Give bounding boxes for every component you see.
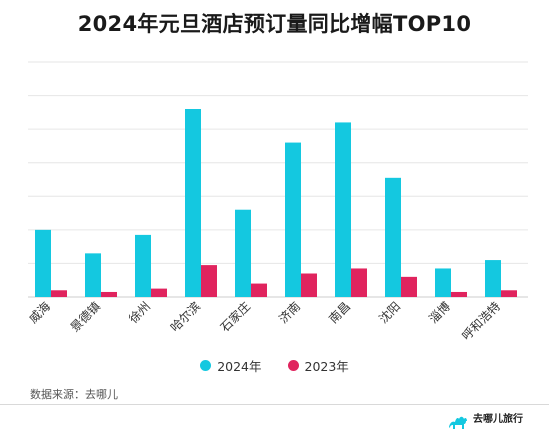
legend-marker-2024 — [200, 360, 212, 371]
bar-2024-7 — [385, 177, 401, 297]
bar-2024-9 — [485, 260, 501, 297]
bars — [35, 109, 517, 297]
bar-2024-4 — [235, 209, 251, 297]
category-label: 沈阳 — [376, 299, 404, 327]
bar-2024-5 — [285, 142, 301, 297]
legend-label-2023: 2023年 — [304, 359, 349, 374]
legend-item-2024: 2024年 — [200, 356, 262, 375]
logo-sub — [473, 425, 523, 431]
category-labels: 威海 景德镇 徐州 哈尔滨 石家庄 济南 南昌 沈阳 淄博 呼和浩特 — [26, 299, 504, 344]
category-label: 济南 — [276, 299, 304, 327]
bar-2023-2 — [151, 288, 167, 297]
bar-2023-7 — [401, 276, 417, 297]
category-label: 哈尔滨 — [167, 299, 203, 335]
bar-2024-2 — [135, 234, 151, 297]
category-label: 景德镇 — [67, 299, 103, 335]
legend-marker-2023 — [287, 360, 299, 371]
category-label: 淄博 — [426, 299, 454, 327]
bar-2023-5 — [301, 273, 317, 297]
legend: 2024年 2023年 — [0, 356, 549, 375]
category-label: 徐州 — [126, 299, 154, 327]
bar-2023-4 — [251, 283, 267, 297]
logo-name: 去哪儿旅行 — [473, 413, 523, 425]
bar-2024-3 — [185, 109, 201, 297]
legend-item-2023: 2023年 — [287, 356, 349, 375]
category-label: 石家庄 — [217, 299, 253, 335]
grid-lines — [28, 61, 528, 298]
bar-2023-6 — [351, 268, 367, 297]
category-label: 威海 — [26, 299, 54, 327]
footer-divider — [0, 404, 549, 405]
category-label: 南昌 — [326, 299, 354, 327]
bar-2023-1 — [101, 291, 117, 297]
brand-logo: 去哪儿旅行 — [447, 413, 523, 431]
bar-2024-0 — [35, 229, 51, 297]
bar-2023-0 — [51, 290, 67, 297]
camel-logo-icon — [449, 416, 467, 429]
category-label: 呼和浩特 — [459, 299, 504, 344]
data-source: 数据来源：去哪儿 — [30, 388, 118, 401]
bar-2023-3 — [201, 265, 217, 297]
chart-title: 2024年元旦酒店预订量同比增幅TOP10 — [77, 12, 472, 36]
bar-2023-8 — [451, 291, 467, 297]
bar-2023-9 — [501, 290, 517, 297]
bar-2024-8 — [435, 268, 451, 297]
bar-2024-1 — [85, 253, 101, 297]
bar-2024-6 — [335, 122, 351, 297]
legend-label-2024: 2024年 — [217, 359, 262, 374]
